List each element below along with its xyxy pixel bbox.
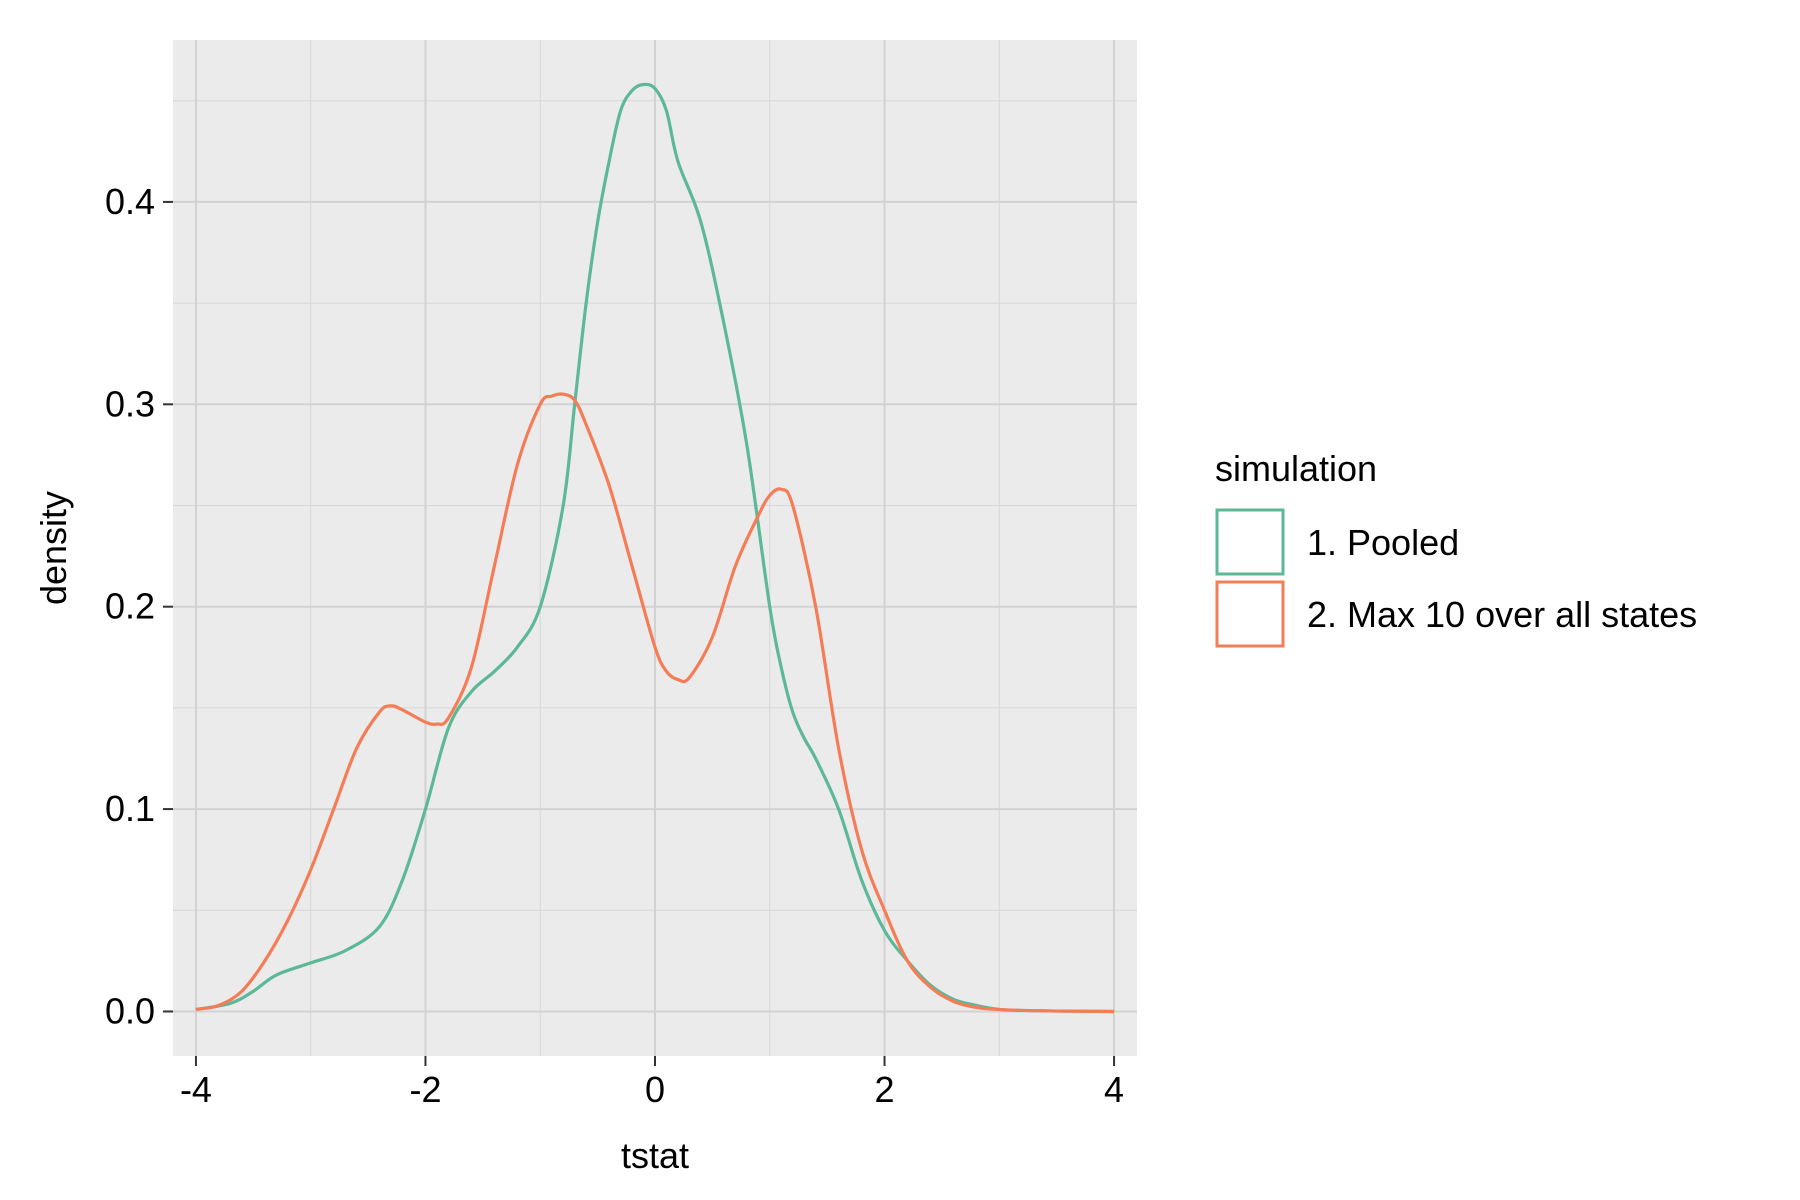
y-axis-title: density (33, 491, 74, 605)
y-tick-label: 0.0 (105, 990, 155, 1031)
y-tick-label: 0.4 (105, 181, 155, 222)
y-tick-label: 0.2 (105, 586, 155, 627)
x-tick-label: -2 (409, 1069, 441, 1110)
series-layer (195, 82, 1115, 1014)
series-line-1 (195, 82, 1115, 1014)
legend-key-1 (1215, 508, 1285, 576)
series-line-2 (195, 392, 1115, 1014)
legend-title: simulation (1215, 448, 1377, 489)
x-tick-label: 2 (875, 1069, 895, 1110)
legend-label-1: 1. Pooled (1307, 522, 1459, 563)
y-tick-label: 0.1 (105, 788, 155, 829)
y-axis: 0.0 0.1 0.2 0.3 0.4 (105, 181, 173, 1031)
legend-items: 1. Pooled 2. Max 10 over all states (1215, 508, 1697, 648)
x-tick-label: -4 (180, 1069, 212, 1110)
x-axis-title: tstat (621, 1135, 689, 1176)
legend-key-2 (1215, 580, 1285, 648)
legend-label-2: 2. Max 10 over all states (1307, 594, 1697, 635)
legend: simulation 1. Pooled 2. Max 10 over all s… (1215, 448, 1697, 648)
x-tick-label: 0 (645, 1069, 665, 1110)
x-axis: -4 -2 0 2 4 (180, 1056, 1124, 1110)
y-tick-label: 0.3 (105, 383, 155, 424)
x-tick-label: 4 (1104, 1069, 1124, 1110)
